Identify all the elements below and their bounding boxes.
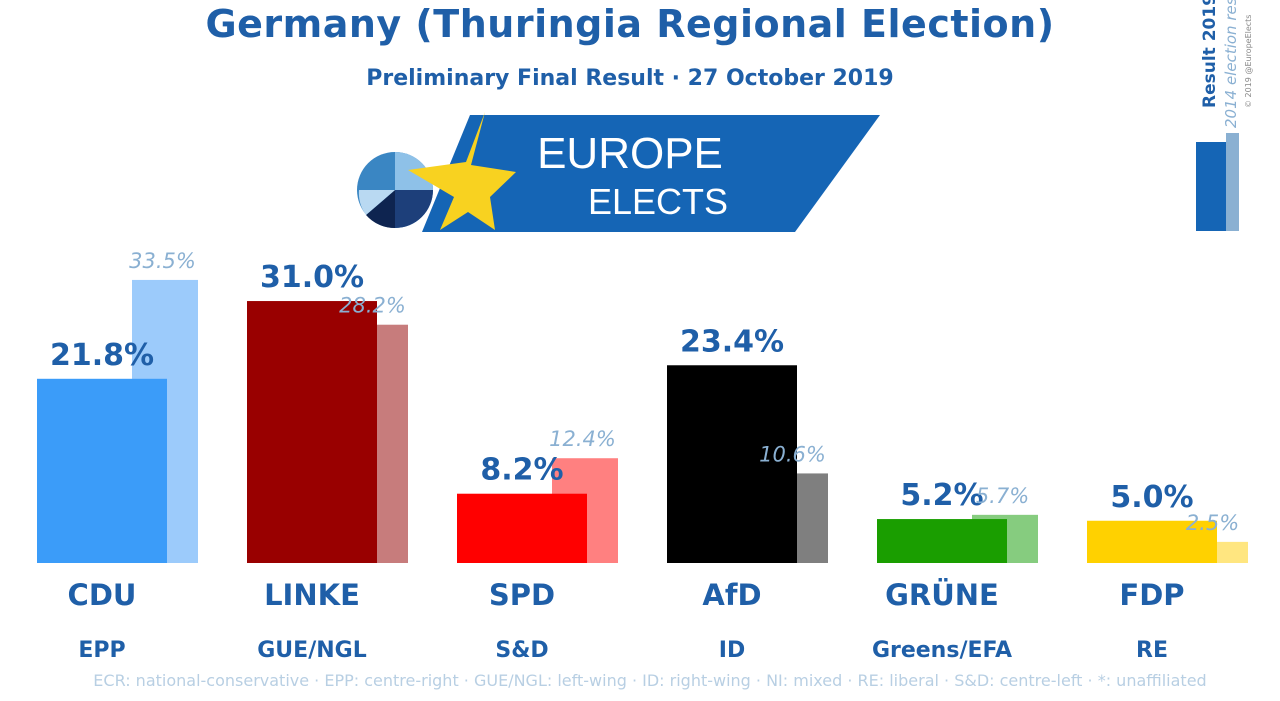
- bar-2019-cdu: [37, 378, 167, 563]
- legend: [1190, 5, 1270, 240]
- bar-2019-spd: [457, 493, 587, 563]
- logo-line2: ELECTS: [588, 181, 728, 222]
- party-group-cdu: EPP: [78, 638, 125, 663]
- label-2014-grüne: 5.7%: [976, 484, 1029, 508]
- label-2014-cdu: 33.5%: [129, 249, 196, 273]
- party-group-linke: GUE/NGL: [257, 638, 366, 663]
- label-2019-afd: 23.4%: [680, 324, 784, 359]
- chart-subtitle: Preliminary Final Result · 27 October 20…: [366, 66, 894, 91]
- party-group-spd: S&D: [495, 638, 548, 663]
- label-2019-fdp: 5.0%: [1110, 480, 1193, 515]
- europe-elects-logo: EUROPE ELECTS: [357, 112, 880, 232]
- party-name-cdu: CDU: [68, 578, 137, 612]
- chart-title: Germany (Thuringia Regional Election): [205, 2, 1055, 46]
- party-group-fdp: RE: [1136, 638, 1168, 663]
- label-2014-spd: 12.4%: [549, 427, 616, 451]
- label-2019-cdu: 21.8%: [50, 338, 154, 373]
- bar-2019-fdp: [1087, 520, 1217, 563]
- logo-banner: [422, 115, 880, 232]
- legend-previous-swatch: [1226, 133, 1239, 231]
- party-name-spd: SPD: [489, 578, 555, 612]
- bar-2019-linke: [247, 301, 377, 563]
- logo-star-icon: [408, 112, 516, 230]
- logo-line1: EUROPE: [537, 129, 723, 178]
- party-name-afd: AfD: [702, 578, 761, 612]
- bar-2019-grüne: [877, 519, 1007, 563]
- label-2019-spd: 8.2%: [480, 453, 563, 488]
- label-2014-linke: 28.2%: [339, 294, 406, 318]
- label-2014-fdp: 2.5%: [1186, 511, 1239, 535]
- party-name-fdp: FDP: [1119, 578, 1184, 612]
- label-2019-linke: 31.0%: [260, 260, 364, 295]
- footer-note: ECR: national-conservative · EPP: centre…: [93, 671, 1207, 690]
- label-2019-grüne: 5.2%: [900, 478, 983, 513]
- bar-2019-afd: [667, 365, 797, 563]
- party-group-afd: ID: [719, 638, 745, 663]
- party-name-linke: LINKE: [264, 578, 360, 612]
- party-name-grüne: GRÜNE: [885, 578, 999, 612]
- party-group-grüne: Greens/EFA: [872, 638, 1012, 663]
- label-2014-afd: 10.6%: [759, 442, 826, 466]
- legend-current-swatch: [1196, 142, 1226, 231]
